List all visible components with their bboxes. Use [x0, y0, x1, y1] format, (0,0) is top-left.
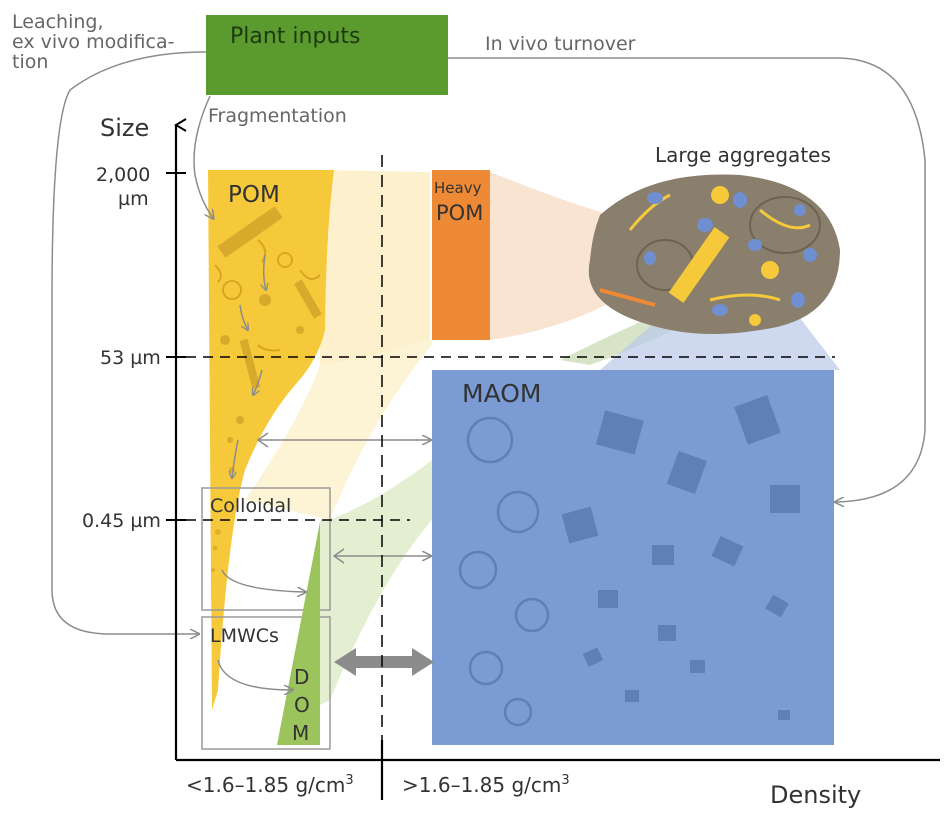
- dom-to-maom-band: [320, 460, 432, 705]
- box-internal-arrows: [217, 569, 305, 690]
- in-vivo-turnover-label: In vivo turnover: [485, 33, 636, 55]
- colloidal-label: Colloidal: [210, 495, 291, 517]
- tick-53-label: 53 µm: [100, 347, 161, 369]
- large-aggregates-label: Large aggregates: [655, 143, 831, 167]
- colloidal-particles: [211, 529, 221, 572]
- transition-bands: [245, 170, 840, 705]
- pom-to-heavy-band: [320, 170, 430, 365]
- pom-region: [208, 170, 334, 710]
- aggregate-to-maom-band: [600, 318, 840, 370]
- dom-maom-thick-arrow: [334, 648, 434, 676]
- tick-2000-label: 2,000: [96, 164, 150, 186]
- plant-inputs-label: Plant inputs: [230, 24, 360, 49]
- size-axis-label: Size: [100, 114, 149, 142]
- leaching-label-2: ex vivo modifica-: [12, 31, 174, 53]
- pom-to-maom-band: [245, 340, 432, 520]
- density-axis-label: Density: [770, 781, 861, 809]
- dom-label-m: M: [292, 721, 309, 745]
- lmwcs-box: [201, 616, 331, 750]
- heavy-to-aggregate-band: [490, 172, 615, 340]
- colloidal-box: [201, 487, 331, 611]
- leaching-label-1: Leaching,: [12, 11, 104, 33]
- density-low-label: <1.6–1.85 g/cm3: [186, 773, 354, 797]
- leaching-label-3: tion: [12, 51, 48, 73]
- density-high-label: >1.6–1.85 g/cm3: [402, 773, 570, 797]
- fragmentation-label: Fragmentation: [208, 105, 347, 127]
- tick-2000-unit-label: µm: [118, 188, 149, 210]
- lmwcs-label: LMWCs: [210, 625, 279, 647]
- pom-particles: [214, 206, 322, 473]
- heavy-pom-label: POM: [436, 201, 483, 225]
- maom-shapes: [561, 395, 800, 720]
- maom-aggregate-icons: [458, 416, 550, 727]
- plant-inputs-box: [206, 15, 448, 95]
- maom-label: MAOM: [462, 379, 541, 408]
- dom-label-o: O: [294, 693, 310, 717]
- heavy-pom-block: [432, 170, 490, 340]
- pom-internal-arrows: [232, 254, 266, 478]
- dom-label-d: D: [294, 665, 309, 689]
- tick-045-label: 0.45 µm: [82, 510, 161, 532]
- pom-label: POM: [228, 182, 280, 208]
- large-aggregate: [588, 174, 840, 334]
- feedback-arrows: [51, 51, 926, 634]
- heavy-label: Heavy: [434, 179, 482, 197]
